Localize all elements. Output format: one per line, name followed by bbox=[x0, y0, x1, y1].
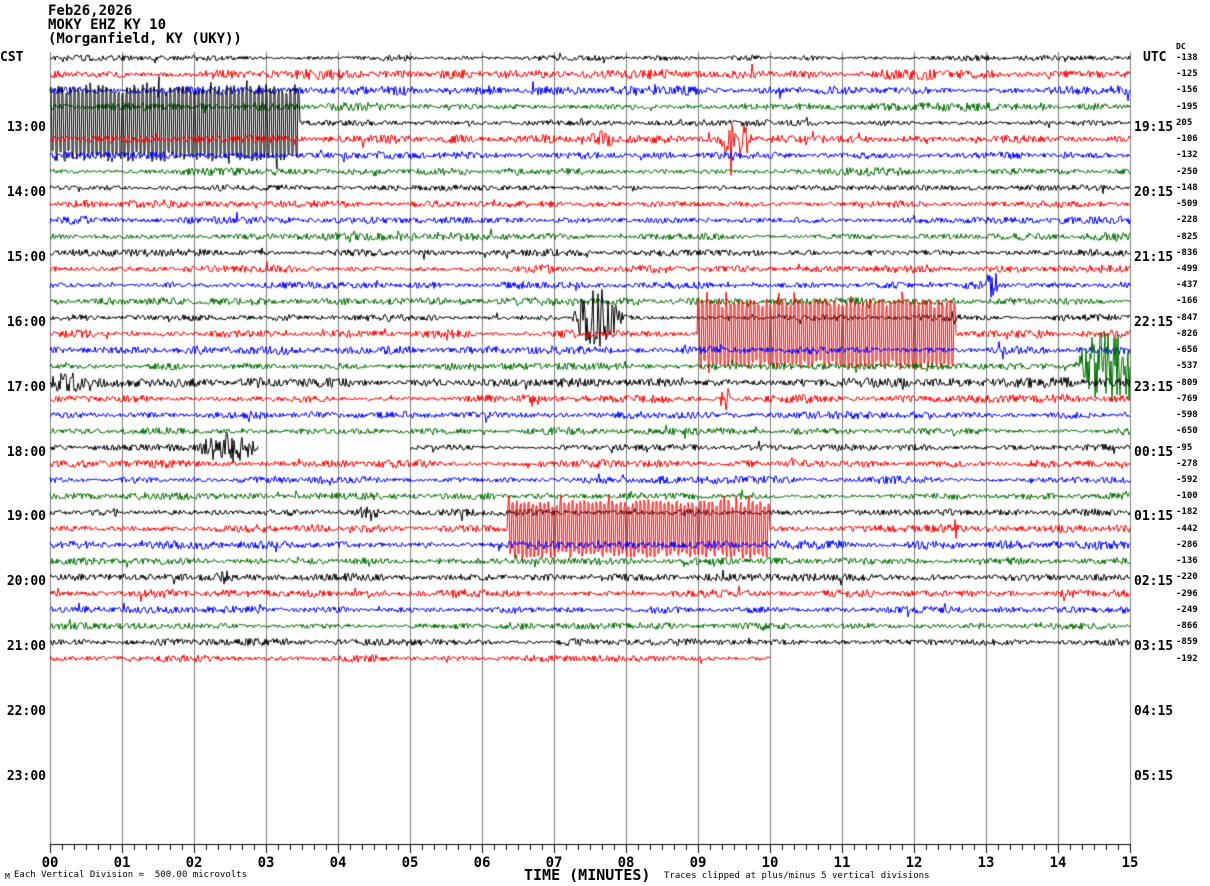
dc-offset-value: -826 bbox=[1176, 328, 1198, 339]
left-axis-title-cst: CST bbox=[0, 50, 24, 65]
dc-offset-value: -537 bbox=[1176, 361, 1198, 372]
dc-offset-column-title: DC bbox=[1176, 42, 1186, 51]
left-hour-label: 22:00 bbox=[6, 704, 46, 720]
x-axis-title: TIME (MINUTES) bbox=[524, 866, 651, 884]
right-axis-title-utc: UTC bbox=[1143, 50, 1167, 65]
right-hour-label: 22:15 bbox=[1134, 314, 1174, 330]
dc-offset-value: -249 bbox=[1176, 604, 1198, 615]
right-hour-label: 01:15 bbox=[1134, 509, 1174, 525]
dc-offset-value: -859 bbox=[1176, 637, 1198, 648]
left-hour-label: 15:00 bbox=[6, 249, 46, 265]
corner-mark: M bbox=[5, 872, 10, 881]
right-hour-label: 23:15 bbox=[1134, 379, 1174, 395]
dc-offset-value: -769 bbox=[1176, 393, 1198, 404]
dc-offset-value: -250 bbox=[1176, 166, 1198, 177]
x-tick-label: 02 bbox=[185, 855, 203, 871]
right-hour-label: 03:15 bbox=[1134, 639, 1174, 655]
dc-offset-value: -106 bbox=[1176, 134, 1198, 145]
x-tick-label: 01 bbox=[113, 855, 131, 871]
dc-offset-value: -836 bbox=[1176, 247, 1198, 258]
dc-offset-value: -278 bbox=[1176, 458, 1198, 469]
dc-offset-value: -136 bbox=[1176, 556, 1198, 567]
dc-offset-value: -192 bbox=[1176, 653, 1198, 664]
dc-offset-value: -100 bbox=[1176, 491, 1198, 502]
dc-offset-value: -847 bbox=[1176, 312, 1198, 323]
dc-offset-value: -156 bbox=[1176, 85, 1198, 96]
x-tick-label: 04 bbox=[329, 855, 347, 871]
dc-offset-value: -592 bbox=[1176, 474, 1198, 485]
dc-offset-value: -228 bbox=[1176, 215, 1198, 226]
x-tick-label: 05 bbox=[401, 855, 419, 871]
x-tick-label: 11 bbox=[833, 855, 851, 871]
left-hour-label: 21:00 bbox=[6, 639, 46, 655]
dc-offset-value: -598 bbox=[1176, 410, 1198, 421]
left-hour-label: 13:00 bbox=[6, 119, 46, 135]
right-hour-label: 00:15 bbox=[1134, 444, 1174, 460]
dc-offset-value: -125 bbox=[1176, 69, 1198, 80]
header-station-location: (Morganfield, KY (UKY)) bbox=[48, 31, 242, 47]
x-tick-label: 10 bbox=[761, 855, 779, 871]
dc-offset-value: -148 bbox=[1176, 182, 1198, 193]
left-hour-label: 18:00 bbox=[6, 444, 46, 460]
left-hour-label: 17:00 bbox=[6, 379, 46, 395]
dc-offset-value: -286 bbox=[1176, 539, 1198, 550]
x-tick-label: 07 bbox=[545, 855, 563, 871]
x-tick-label: 03 bbox=[257, 855, 275, 871]
left-hour-label: 16:00 bbox=[6, 314, 46, 330]
x-tick-label: 13 bbox=[977, 855, 995, 871]
right-hour-label: 04:15 bbox=[1134, 704, 1174, 720]
x-tick-label: 09 bbox=[689, 855, 707, 871]
dc-offset-value: -825 bbox=[1176, 231, 1198, 242]
dc-offset-value: -296 bbox=[1176, 588, 1198, 599]
clipping-note: Traces clipped at plus/minus 5 vertical … bbox=[664, 871, 930, 881]
right-hour-label: 19:15 bbox=[1134, 119, 1174, 135]
x-tick-label: 15 bbox=[1121, 855, 1139, 871]
x-tick-label: 00 bbox=[41, 855, 59, 871]
right-hour-label: 21:15 bbox=[1134, 249, 1174, 265]
dc-offset-value: -182 bbox=[1176, 507, 1198, 518]
dc-offset-value: -809 bbox=[1176, 377, 1198, 388]
dc-offset-value: -442 bbox=[1176, 523, 1198, 534]
dc-offset-value: -220 bbox=[1176, 572, 1198, 583]
x-tick-label: 08 bbox=[617, 855, 635, 871]
x-tick-label: 12 bbox=[905, 855, 923, 871]
left-hour-label: 23:00 bbox=[6, 769, 46, 785]
dc-offset-value: -195 bbox=[1176, 101, 1198, 112]
dc-offset-value: -650 bbox=[1176, 426, 1198, 437]
dc-offset-value: -499 bbox=[1176, 263, 1198, 274]
dc-offset-value: -656 bbox=[1176, 345, 1198, 356]
dc-offset-value: -166 bbox=[1176, 296, 1198, 307]
left-hour-label: 20:00 bbox=[6, 574, 46, 590]
left-hour-label: 14:00 bbox=[6, 184, 46, 200]
dc-offset-value: -95 bbox=[1176, 442, 1193, 453]
dc-offset-value: -509 bbox=[1176, 199, 1198, 210]
right-hour-label: 05:15 bbox=[1134, 769, 1174, 785]
dc-offset-value: -138 bbox=[1176, 53, 1198, 63]
dc-offset-value: -866 bbox=[1176, 621, 1198, 632]
header-date: Feb26,2026 bbox=[48, 3, 133, 19]
dc-offset-value: -437 bbox=[1176, 280, 1198, 291]
x-tick-label: 06 bbox=[473, 855, 491, 871]
header-station-code: MOKY EHZ KY 10 bbox=[48, 17, 167, 33]
dc-offset-value: -132 bbox=[1176, 150, 1198, 161]
dc-offset-value: 205 bbox=[1176, 117, 1193, 128]
left-hour-label: 19:00 bbox=[6, 509, 46, 525]
vertical-scale-note: Each Vertical Division = 500.00 microvol… bbox=[14, 870, 247, 880]
right-hour-label: 02:15 bbox=[1134, 574, 1174, 590]
right-hour-label: 20:15 bbox=[1134, 184, 1174, 200]
x-tick-label: 14 bbox=[1049, 855, 1067, 871]
